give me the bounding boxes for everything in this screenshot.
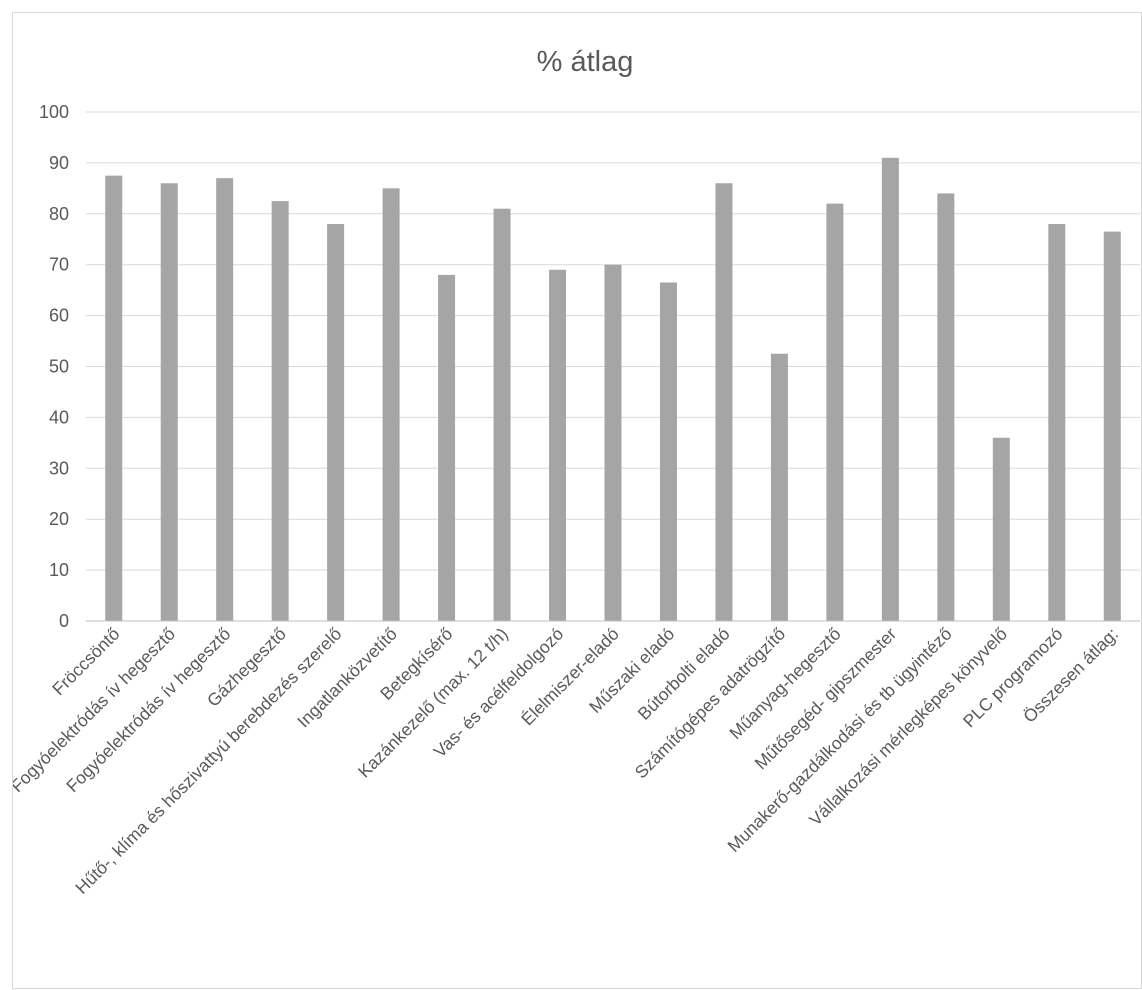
chart-area: % átlag 0 10 20 30 40 50 60 70 80 90 100 Fröccsönt… (12, 12, 1142, 989)
bar (1103, 231, 1121, 622)
bar (937, 193, 955, 621)
y-tick-label: 60 (49, 306, 69, 326)
bar (1048, 223, 1066, 622)
chart-title: % átlag (537, 46, 634, 78)
bar (770, 353, 788, 621)
bar (327, 223, 345, 622)
bars (105, 157, 1121, 622)
y-tick-label: 0 (59, 611, 69, 631)
x-tick-label: PLC programozó (959, 624, 1067, 732)
x-tick-label: Ingatlanközvetítő (293, 623, 401, 731)
x-tick-label: Élelmiszer-eladó (517, 624, 623, 730)
bar (659, 282, 677, 621)
x-tick-label: Vállalkozási mérlegképes könyvelő (805, 624, 1011, 830)
bar (438, 274, 456, 621)
bar-chart: % átlag 0 10 20 30 40 50 60 70 80 90 100 Fröccsönt… (13, 46, 1140, 898)
bar (493, 208, 511, 621)
y-tick-label: 10 (49, 560, 69, 580)
bar (271, 201, 289, 621)
bar (549, 269, 567, 621)
bar (826, 203, 844, 621)
bar (604, 264, 622, 621)
y-axis: 0 10 20 30 40 50 60 70 80 90 100 (39, 102, 69, 631)
x-tick-label: Összesen átlag: (1019, 624, 1122, 727)
bar (160, 183, 178, 621)
bar (881, 157, 899, 621)
y-tick-label: 70 (49, 255, 69, 275)
y-tick-label: 20 (49, 509, 69, 529)
bar (216, 178, 234, 622)
y-tick-label: 30 (49, 458, 69, 478)
bar (382, 188, 400, 621)
x-tick-label: Hűtő-, klíma és hőszivattyú berebdezés s… (71, 623, 345, 897)
bar (105, 175, 123, 621)
y-tick-label: 40 (49, 407, 69, 427)
y-tick-label: 100 (39, 102, 69, 122)
y-tick-label: 90 (49, 153, 69, 173)
bar (992, 437, 1010, 621)
y-tick-label: 50 (49, 357, 69, 377)
y-tick-label: 80 (49, 204, 69, 224)
bar (715, 183, 733, 621)
